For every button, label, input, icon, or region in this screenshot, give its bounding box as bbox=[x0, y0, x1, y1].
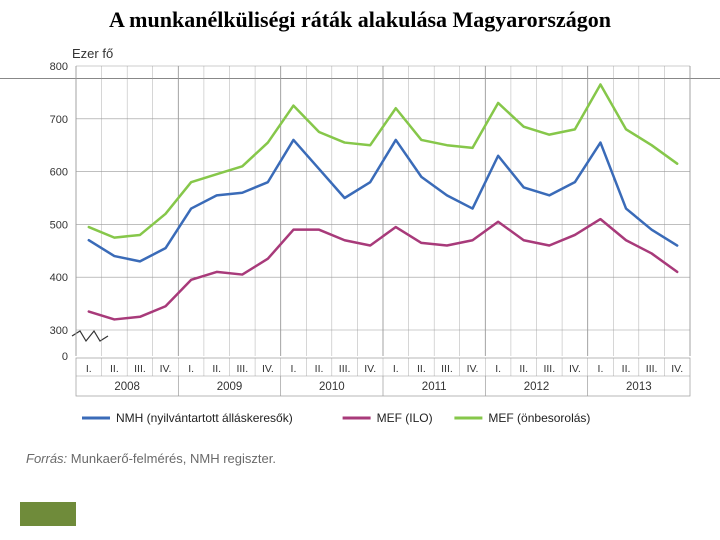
svg-text:IV.: IV. bbox=[262, 363, 274, 375]
svg-text:MEF (ILO): MEF (ILO) bbox=[377, 411, 433, 425]
svg-text:III.: III. bbox=[339, 363, 351, 375]
svg-text:MEF (önbesorolás): MEF (önbesorolás) bbox=[488, 411, 590, 425]
svg-text:700: 700 bbox=[50, 113, 68, 125]
svg-text:III.: III. bbox=[646, 363, 658, 375]
svg-text:I.: I. bbox=[598, 363, 604, 375]
source-text: Munkaerő-felmérés, NMH regiszter. bbox=[71, 451, 276, 466]
svg-text:2013: 2013 bbox=[626, 381, 652, 393]
svg-text:600: 600 bbox=[50, 166, 68, 178]
source-label: Forrás: bbox=[26, 451, 67, 466]
page-title: A munkanélküliségi ráták alakulása Magya… bbox=[0, 0, 720, 36]
svg-text:II.: II. bbox=[315, 363, 324, 375]
svg-text:II.: II. bbox=[110, 363, 119, 375]
line-chart: Ezer fő 0 300 400 500 600 700 800 I. II. III. IV. I.… bbox=[20, 40, 700, 440]
svg-text:NMH (nyilvántartott álláskeres: NMH (nyilvántartott álláskeresők) bbox=[116, 411, 293, 425]
svg-text:III.: III. bbox=[441, 363, 453, 375]
svg-text:I.: I. bbox=[86, 363, 92, 375]
svg-text:IV.: IV. bbox=[364, 363, 376, 375]
svg-text:2010: 2010 bbox=[319, 381, 345, 393]
source-line: Forrás: Munkaerő-felmérés, NMH regiszter… bbox=[26, 451, 720, 466]
svg-text:2008: 2008 bbox=[114, 381, 140, 393]
svg-text:I.: I. bbox=[188, 363, 194, 375]
svg-text:IV.: IV. bbox=[671, 363, 683, 375]
svg-text:I.: I. bbox=[291, 363, 297, 375]
svg-text:I.: I. bbox=[393, 363, 399, 375]
svg-text:III.: III. bbox=[134, 363, 146, 375]
svg-text:II.: II. bbox=[622, 363, 631, 375]
svg-text:IV.: IV. bbox=[467, 363, 479, 375]
svg-text:2011: 2011 bbox=[422, 381, 447, 393]
svg-text:III.: III. bbox=[543, 363, 555, 375]
svg-text:800: 800 bbox=[50, 61, 68, 73]
svg-text:II.: II. bbox=[417, 363, 426, 375]
svg-text:II.: II. bbox=[519, 363, 528, 375]
footer-accent-block bbox=[20, 502, 76, 526]
svg-text:300: 300 bbox=[50, 325, 68, 337]
svg-text:2009: 2009 bbox=[217, 381, 243, 393]
chart-container: Ezer fő 0 300 400 500 600 700 800 I. II. III. IV. I.… bbox=[20, 40, 700, 445]
svg-text:2012: 2012 bbox=[524, 381, 550, 393]
svg-text:IV.: IV. bbox=[569, 363, 581, 375]
svg-text:Ezer fő: Ezer fő bbox=[72, 46, 113, 61]
svg-text:II.: II. bbox=[212, 363, 221, 375]
svg-text:I.: I. bbox=[495, 363, 501, 375]
svg-text:500: 500 bbox=[50, 219, 68, 231]
svg-text:400: 400 bbox=[50, 272, 68, 284]
svg-text:0: 0 bbox=[62, 351, 68, 363]
svg-text:III.: III. bbox=[236, 363, 248, 375]
svg-text:IV.: IV. bbox=[160, 363, 172, 375]
